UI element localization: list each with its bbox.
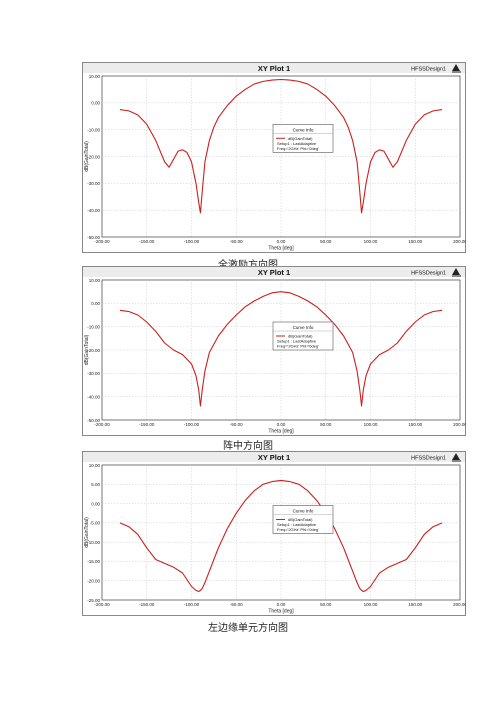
chart-1-legend-line: dB(GainTotal) — [288, 136, 313, 141]
chart-2-ytick-label: 0.00 — [91, 301, 100, 306]
chart-3-ytick-label: 0.00 — [91, 501, 100, 506]
chart-1-xtick-label: 150.00 — [408, 239, 422, 244]
caption-3: 左边缘单元方向图 — [208, 623, 288, 634]
chart-1-legend-line: Freq='2GHz' Phi='0deg' — [277, 146, 319, 151]
chart-3-legend-line: Setup1 : LastAdaptive — [277, 522, 317, 527]
chart-2-project-label: HFSSDesign1 — [411, 271, 446, 277]
chart-1-xtick-label: -150.00 — [139, 239, 155, 244]
chart-3-xtick-label: -100.00 — [184, 602, 200, 607]
chart-2-ytick-label: -30.00 — [87, 371, 100, 376]
chart-1-ytick-label: -10.00 — [87, 127, 100, 132]
chart-1-ytick-label: 10.00 — [89, 74, 101, 79]
chart-2-xlabel: Theta [deg] — [268, 429, 294, 435]
chart-3-ytick-label: 5.00 — [91, 482, 100, 487]
chart-3-series-line-1 — [119, 479, 443, 593]
plot-panel-3: XY Plot 1 HFSSDesign1 10.00 5.00 0.00 -5.00 -1… — [82, 451, 466, 616]
plot-panel-1: XY Plot 1 HFSSDesign1 10.00 0.00 -10.00 -20.0… — [82, 62, 466, 253]
chart-1-xtick-label: -100.00 — [184, 239, 200, 244]
chart-3-header-bar — [83, 452, 465, 462]
chart-1-xtick-label: 100.00 — [364, 239, 378, 244]
chart-3-xtick-label: 50.00 — [320, 602, 332, 607]
chart-1-xlabel: Theta [deg] — [268, 246, 294, 252]
chart-1-xtick-label: 200.00 — [453, 239, 466, 244]
chart-1-legend-box — [272, 123, 334, 153]
chart-3-project-label: HFSSDesign1 — [411, 456, 446, 462]
plot-2: XY Plot 1 HFSSDesign1 10.00 0.00 -10.00 -20.0… — [82, 266, 466, 436]
chart-3-xtick-label: -150.00 — [139, 602, 155, 607]
chart-1-ytick-label: -40.00 — [87, 208, 100, 213]
chart-3-ytick-label: -10.00 — [87, 540, 100, 545]
chart-2-ytick-label: -20.00 — [87, 348, 100, 353]
chart-3-ytick-label: -20.00 — [87, 579, 100, 584]
chart-2-legend-title: Curve Info — [293, 325, 314, 330]
chart-2-ylabel: dB(GainTotal) — [84, 334, 90, 365]
chart-3-legend-line: dB(GainTotal) — [288, 517, 313, 522]
chart-3-xtick-label: -50.00 — [230, 602, 243, 607]
chart-3-legend-title: Curve Info — [293, 509, 314, 514]
chart-3-title: XY Plot 1 — [258, 453, 290, 462]
chart-2-xtick-label: -50.00 — [230, 422, 243, 427]
chart-2-legend-line: Freq='2GHz' Phi='0deg' — [277, 344, 319, 349]
chart-2-legend-line: Setup1 : LastAdaptive — [277, 339, 317, 344]
ansoft-logo-icon — [452, 453, 461, 462]
chart-1-ytick-label: -50.00 — [87, 235, 100, 240]
chart-1-xtick-label: -50.00 — [230, 239, 243, 244]
chart-2-title: XY Plot 1 — [258, 268, 290, 277]
chart-2-ytick-label: -40.00 — [87, 394, 100, 399]
chart-1-legend-title: Curve Info — [293, 127, 314, 132]
ansoft-logo-icon — [452, 268, 461, 277]
chart-1-legend: Curve Info dB(GainTotal)Setup1 : LastAdap… — [272, 123, 334, 153]
chart-3-xlabel: Theta [deg] — [268, 609, 294, 615]
plot-1: XY Plot 1 HFSSDesign1 10.00 0.00 -10.00 -20.0… — [82, 62, 466, 253]
chart-2-header-bar — [83, 267, 465, 277]
chart-3-ytick-label: -25.00 — [87, 598, 100, 603]
chart-1-title: XY Plot 1 — [258, 64, 290, 73]
chart-1-xtick-label: 50.00 — [320, 239, 332, 244]
chart-2-xtick-label: 200.00 — [453, 422, 466, 427]
chart-3-xtick-label: 100.00 — [364, 602, 378, 607]
chart-2-xtick-label: -200.00 — [94, 422, 110, 427]
chart-3-xtick-label: 150.00 — [408, 602, 422, 607]
chart-3-ytick-label: -5.00 — [90, 521, 101, 526]
chart-2-xtick-label: 100.00 — [364, 422, 378, 427]
chart-2-series-line-1 — [119, 291, 443, 407]
plot-panel-2: XY Plot 1 HFSSDesign1 10.00 0.00 -10.00 -20.0… — [82, 266, 466, 436]
chart-3-ylabel: dB(GainTotal) — [84, 517, 90, 548]
chart-2-ytick-label: -50.00 — [87, 418, 100, 423]
chart-1-legend-line: Setup1 : LastAdaptive — [277, 141, 317, 146]
chart-2-ytick-label: -10.00 — [87, 324, 100, 329]
chart-2-xtick-label: 0.00 — [277, 422, 286, 427]
chart-1-ytick-label: 0.00 — [91, 101, 100, 106]
chart-3-ytick-label: -15.00 — [87, 559, 100, 564]
chart-2-xtick-label: 50.00 — [320, 422, 332, 427]
chart-3-ytick-label: 10.00 — [89, 463, 101, 468]
chart-3-legend: Curve Info dB(GainTotal)Setup1 : LastAdap… — [272, 505, 334, 534]
chart-1-xtick-label: 0.00 — [277, 239, 286, 244]
caption-1: 全激励方向图 — [218, 260, 278, 271]
chart-2-xtick-label: 150.00 — [408, 422, 422, 427]
chart-2-legend-line: dB(GainTotal) — [288, 334, 313, 339]
caption-2: 阵中方向图 — [223, 441, 273, 452]
chart-3-legend-line: Freq='2GHz' Phi='0deg' — [277, 527, 319, 532]
chart-2-ytick-label: 10.00 — [89, 278, 101, 283]
chart-2-legend: Curve Info dB(GainTotal)Setup1 : LastAdap… — [272, 321, 334, 351]
chart-1-ytick-label: -30.00 — [87, 181, 100, 186]
chart-3-xtick-label: -200.00 — [94, 602, 110, 607]
chart-2-xtick-label: -150.00 — [139, 422, 155, 427]
plot-3: XY Plot 1 HFSSDesign1 10.00 5.00 0.00 -5.00 -1… — [82, 451, 466, 616]
ansoft-logo-icon — [452, 64, 461, 73]
chart-3-xtick-label: 200.00 — [453, 602, 466, 607]
chart-1-ylabel: dB(GainTotal) — [84, 141, 90, 172]
chart-2-xtick-label: -100.00 — [184, 422, 200, 427]
chart-1-series-line-1 — [119, 78, 443, 214]
chart-1-project-label: HFSSDesign1 — [411, 67, 446, 73]
chart-1-ytick-label: -20.00 — [87, 154, 100, 159]
chart-3-xtick-label: 0.00 — [277, 602, 286, 607]
chart-1-header-bar — [83, 63, 465, 73]
chart-1-xtick-label: -200.00 — [94, 239, 110, 244]
